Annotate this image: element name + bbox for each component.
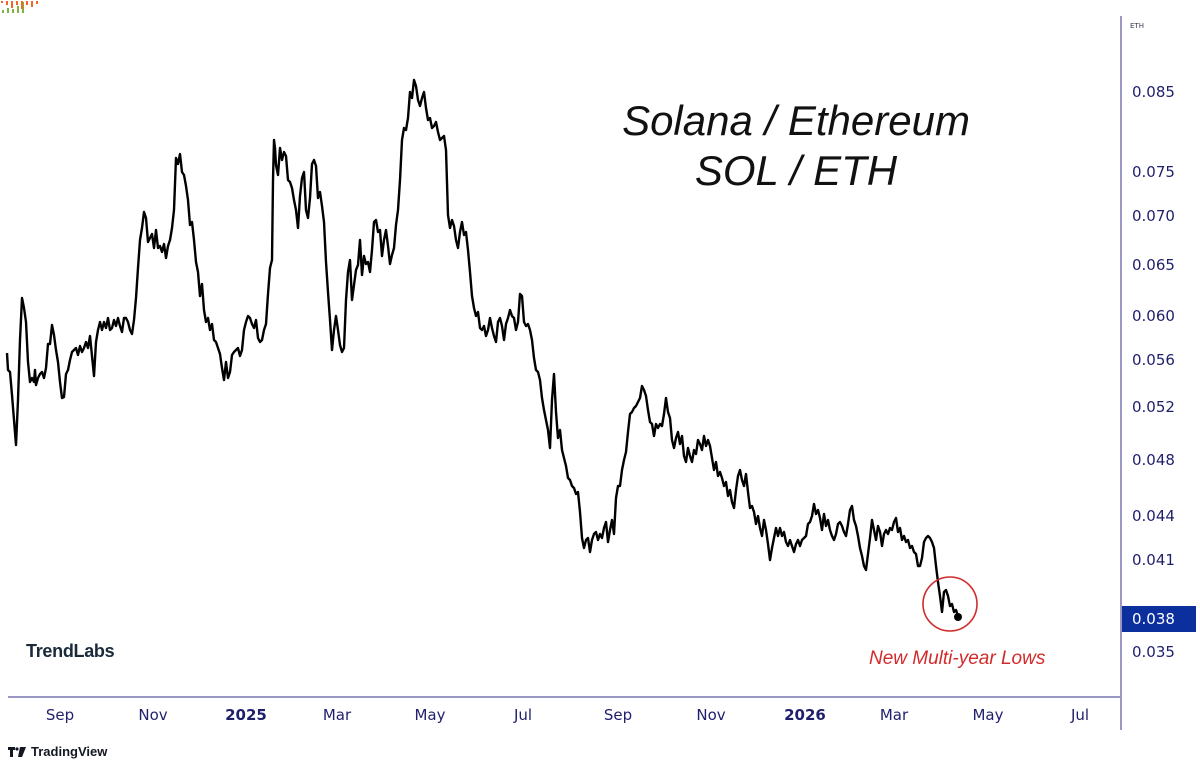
price-axis-unit: ETH: [1130, 22, 1144, 30]
tradingview-icon: [8, 746, 26, 757]
trendlabs-dots-icon: [1, 1, 38, 9]
price-tick: 0.048: [1132, 451, 1175, 469]
last-price-dot: [954, 613, 962, 621]
time-tick: Sep: [45, 706, 75, 724]
price-tick: 0.060: [1132, 307, 1175, 325]
price-tick: 0.044: [1132, 507, 1175, 525]
chart-title: Solana / Ethereum SOL / ETH: [596, 96, 996, 196]
price-tick: 0.085: [1132, 83, 1175, 101]
time-tick-year: 2025: [225, 706, 267, 724]
multi-year-lows-annotation: New Multi-year Lows: [869, 648, 1046, 669]
price-axis[interactable]: ETH 0.085 0.075 0.070 0.065 0.060 0.056 …: [1120, 16, 1198, 730]
time-tick: Nov: [138, 706, 168, 724]
time-tick: May: [972, 706, 1004, 724]
multi-year-low-highlight-circle: [922, 576, 978, 632]
last-price-label: 0.038: [1122, 606, 1196, 632]
chart-plot-area[interactable]: Solana / Ethereum SOL / ETH New Multi-ye…: [0, 0, 1120, 695]
chart-title-line-2: SOL / ETH: [694, 147, 898, 194]
price-tick: 0.056: [1132, 351, 1175, 369]
price-tick: 0.075: [1132, 163, 1175, 181]
time-tick: Mar: [322, 706, 352, 724]
price-tick: 0.065: [1132, 256, 1175, 274]
time-tick: Jul: [1070, 706, 1090, 724]
price-tick: 0.052: [1132, 398, 1175, 416]
tradingview-label: TradingView: [31, 744, 108, 759]
time-tick: May: [414, 706, 446, 724]
time-tick: Mar: [879, 706, 909, 724]
price-tick: 0.070: [1132, 207, 1175, 225]
time-tick-year: 2026: [784, 706, 826, 724]
tradingview-logo[interactable]: TradingView: [8, 744, 107, 759]
sol-eth-price-line: [5, 78, 960, 617]
time-axis[interactable]: Sep Nov 2025 Mar May Jul Sep Nov 2026 Ma…: [8, 696, 1120, 732]
price-tick: 0.035: [1132, 643, 1175, 661]
time-tick: Sep: [603, 706, 633, 724]
price-line-chart: [5, 78, 978, 632]
trendlabs-logo: TrendLabs: [26, 641, 115, 661]
time-tick: Jul: [513, 706, 533, 724]
price-tick: 0.041: [1132, 551, 1175, 569]
chart-title-line-1: Solana / Ethereum: [622, 97, 970, 144]
time-tick: Nov: [696, 706, 726, 724]
